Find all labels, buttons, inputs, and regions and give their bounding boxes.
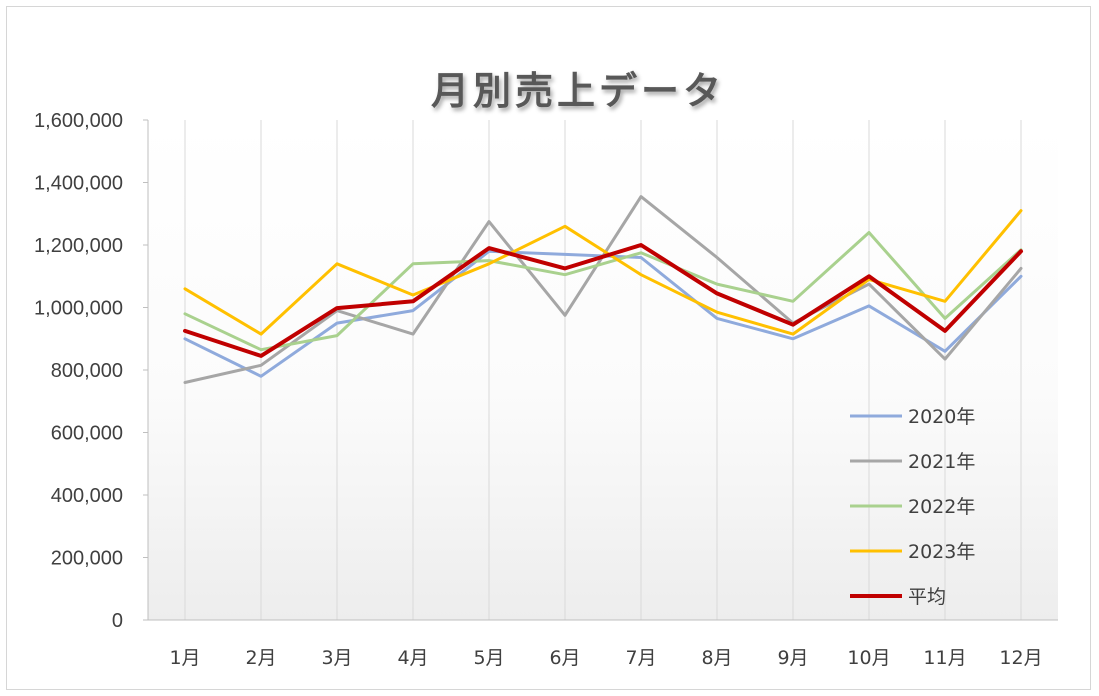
legend-label: 2023年 (908, 541, 975, 563)
x-tick-label: 6月 (549, 647, 580, 669)
x-tick-label: 5月 (473, 647, 504, 669)
x-tick-label: 10月 (847, 647, 890, 669)
x-axis-ticks: 1月 2月 3月 4月 5月 6月 7月 8月 9月 10月 11月 12月 (169, 647, 1042, 669)
y-tick-label: 800,000 (51, 360, 123, 382)
legend-label: 2022年 (908, 496, 975, 518)
gridlines (184, 120, 1022, 620)
y-tick-label: 0 (112, 610, 123, 632)
x-tick-label: 11月 (923, 647, 966, 669)
y-tick-label: 200,000 (51, 548, 123, 570)
legend-label: 2020年 (908, 406, 975, 428)
x-tick-label: 3月 (321, 647, 352, 669)
x-tick-label: 9月 (777, 647, 808, 669)
x-tick-label: 8月 (701, 647, 732, 669)
y-tick-label: 1,000,000 (34, 298, 123, 320)
plot-area (148, 120, 1058, 620)
y-tick-label: 600,000 (51, 423, 123, 445)
legend-label: 平均 (908, 586, 946, 608)
series-lines (183, 195, 1023, 384)
y-tick-label: 1,600,000 (34, 110, 123, 132)
y-tick-label: 1,200,000 (34, 235, 123, 257)
y-tick-label: 400,000 (51, 485, 123, 507)
legend-label: 2021年 (908, 451, 975, 473)
chart-title: 月別売上データ (431, 69, 725, 113)
x-tick-label: 4月 (397, 647, 428, 669)
series-line-3 (183, 231, 1023, 352)
x-tick-label: 1月 (169, 647, 200, 669)
x-tick-label: 7月 (625, 647, 656, 669)
y-tick-label: 1,400,000 (34, 173, 123, 195)
x-tick-label: 2月 (245, 647, 276, 669)
y-axis-ticks: 0 200,000 400,000 600,000 800,000 1,000,000 1,… (34, 110, 148, 632)
series-line-5 (183, 243, 1023, 358)
x-tick-label: 12月 (999, 647, 1042, 669)
